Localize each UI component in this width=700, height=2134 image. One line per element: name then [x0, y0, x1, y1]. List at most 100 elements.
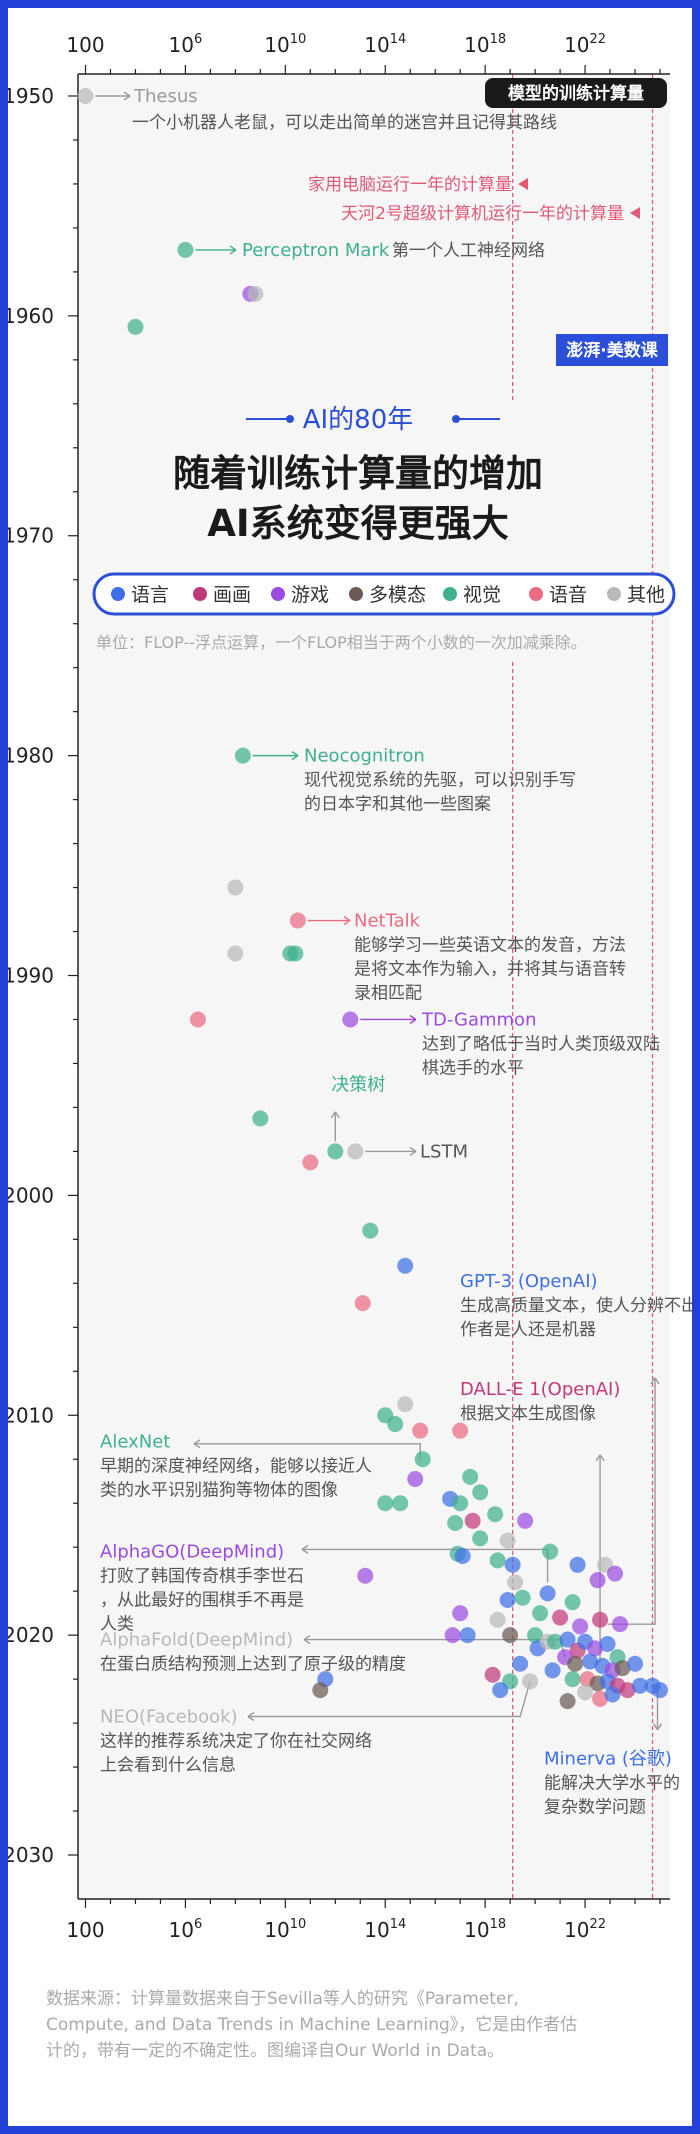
annotation-label-1: Perceptron Mark [242, 240, 390, 261]
annotation-label-13: Minerva (谷歌) [544, 1748, 672, 1769]
data-point-game [342, 1011, 359, 1028]
data-point-vision [532, 1605, 549, 1622]
data-point-speech [452, 1422, 469, 1439]
data-point-speech [592, 1690, 609, 1707]
data-point-vision [452, 1495, 469, 1512]
y-tick-label: 1970 [8, 524, 54, 548]
ref-label-pc: 家用电脑运行一年的计算量 [308, 175, 512, 195]
leader-arrow [303, 1634, 311, 1645]
ref-label-supercomputer: 天河2号超级计算机运行一年的计算量 [341, 204, 624, 224]
annotation-desc-2: 现代视觉系统的先驱，可以识别手写 [304, 771, 576, 791]
x-axis-top: 100 106 1010 1014 1018 1022 [66, 32, 670, 75]
leader-arrow [291, 751, 299, 761]
data-point-other [577, 1684, 594, 1701]
heading-small: AI的80年 [303, 405, 414, 435]
legend-swatch-speech [529, 587, 543, 601]
annotation-desc-7: 作者是人还是机器 [460, 1320, 596, 1340]
x-tick-label-top: 1018 [464, 32, 506, 57]
legend-label-speech: 语音 [549, 584, 587, 606]
data-point-game [572, 1618, 589, 1635]
data-point-lang [569, 1556, 586, 1573]
x-tick-label-bottom: 100 [66, 1918, 104, 1942]
data-point-draw [592, 1611, 609, 1628]
data-point-draw [464, 1512, 481, 1529]
source-line-3: 计的，带有一定的不确定性。图编译自Our World in Data。 [46, 2041, 504, 2061]
annotation-label-12: NEO(Facebook) [100, 1707, 238, 1728]
data-point-vision [362, 1222, 379, 1239]
data-point-other [489, 1611, 506, 1628]
data-point-other [227, 945, 244, 962]
legend-swatch-lang [111, 587, 125, 601]
x-tick-label-top: 1022 [564, 32, 606, 57]
annotation-desc-9: 类的水平识别猫狗等物体的图像 [100, 1481, 338, 1501]
x-tick-label-top: 1014 [364, 32, 406, 57]
data-point-draw [552, 1609, 569, 1626]
data-point-vision [547, 1633, 564, 1650]
x-tick-label-top: 1010 [264, 32, 306, 57]
data-point-vision [514, 1589, 531, 1606]
data-point-vision [252, 1110, 269, 1127]
leader-arrow [330, 1111, 340, 1119]
annotation-desc-12: 这样的推荐系统决定了你在社交网络 [100, 1732, 372, 1752]
data-point-speech [354, 1295, 371, 1312]
ref-arrow-supercomputer [630, 207, 640, 219]
data-point-lang [539, 1585, 556, 1602]
data-point-vision [392, 1495, 409, 1512]
data-point-lang [499, 1591, 516, 1608]
data-point-lang [397, 1257, 414, 1274]
unit-note: 单位：FLOP--浮点运算，一个FLOP相当于两个小数的一次加减乘除。 [96, 633, 587, 652]
data-point-vision [414, 1451, 431, 1468]
data-point-game [587, 1640, 604, 1657]
y-tick-label: 1990 [8, 964, 54, 988]
x-axis-bottom: 100 106 1010 1014 1018 1022 [66, 1898, 670, 1942]
data-point-vision [564, 1594, 581, 1611]
data-point-vision [542, 1543, 559, 1560]
data-point-lang [582, 1653, 599, 1670]
data-point-vision [327, 1143, 344, 1160]
data-point-other [507, 1574, 524, 1591]
data-point-other [397, 1396, 414, 1413]
data-point-game [612, 1616, 629, 1633]
data-point-vision [489, 1552, 506, 1569]
annotation-desc-3: 录相匹配 [354, 984, 422, 1004]
y-axis: 1950 1960 1970 1980 1990 2000 2010 2020 2030 [8, 74, 79, 1899]
x-tick-label-top: 100 [66, 33, 104, 57]
data-point-game [452, 1605, 469, 1622]
data-point-multi [567, 1655, 584, 1672]
poster-frame: 100 106 1010 1014 1018 1022 100 106 1010 1014 101… [8, 8, 692, 2126]
leader-arrow [595, 1454, 605, 1462]
annotation-label-3: NetTalk [354, 911, 421, 932]
data-point-other [499, 1532, 516, 1549]
data-point-lang [492, 1682, 509, 1699]
data-point-game [357, 1567, 374, 1584]
data-point-draw [619, 1682, 636, 1699]
y-tick-label: 2020 [8, 1623, 54, 1647]
data-point-vision [377, 1495, 394, 1512]
annotation-label-2: Neocognitron [304, 746, 425, 767]
data-point-game [444, 1627, 461, 1644]
data-point-lang [599, 1635, 616, 1652]
annotation-label-4: TD-Gammon [421, 1009, 536, 1030]
leader-arrow [652, 1723, 663, 1731]
annotation-desc-10: 人类 [100, 1615, 134, 1635]
y-tick-label: 2030 [8, 1843, 54, 1867]
annotation-desc-3: 能够学习一些英语文本的发音，方法 [354, 936, 626, 956]
data-point-lang [632, 1677, 649, 1694]
leader-arrow [123, 91, 131, 101]
y-tick-label: 1980 [8, 744, 54, 768]
annotation-desc-12: 上会看到什么信息 [100, 1756, 236, 1776]
legend-swatch-draw [193, 587, 207, 601]
data-point-lang [544, 1662, 561, 1679]
leader-arrow [301, 1544, 309, 1554]
data-point-lang [604, 1686, 621, 1703]
annotation-desc-4: 棋选手的水平 [422, 1058, 524, 1078]
legend-label-draw: 画画 [213, 584, 251, 606]
data-point-multi [312, 1682, 329, 1699]
leader-arrow [343, 915, 351, 926]
annotation-desc-2: 的日本字和其他一些图案 [304, 795, 491, 815]
data-point-vision [447, 1515, 464, 1532]
annotation-desc-11: 在蛋白质结构预测上达到了原子级的精度 [100, 1655, 406, 1675]
legend-label-game: 游戏 [291, 584, 329, 606]
x-tick-label-top: 106 [169, 32, 203, 57]
annotation-label-7: GPT-3 (OpenAI) [460, 1271, 598, 1292]
